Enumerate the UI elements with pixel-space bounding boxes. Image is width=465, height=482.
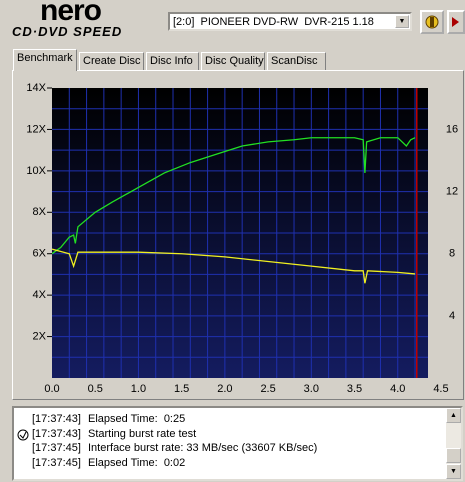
drive-select[interactable]: [2:0] PIONEER DVD-RW DVR-215 1.18 ▼ [168,12,412,31]
data-line [51,248,416,284]
y-tick-label: 14X [26,82,46,94]
y-tick-label: 8X [33,206,47,218]
y2-tick-label: 4 [449,310,455,322]
log-time: [17:37:45] [32,456,81,469]
y2-tick-label: 16 [446,123,458,135]
x-tick-label: 0.5 [88,383,103,395]
log-message: Starting burst rate test [88,427,197,440]
log-row: [17:37:43] Starting burst rate test [32,428,196,440]
log-time: [17:37:43] [32,413,81,425]
log-message: Interface burst rate: 33 MB/sec (33607 K… [88,442,318,454]
log-row: [17:37:43] Elapsed Time: 0:25 [32,413,185,425]
icon [452,17,459,27]
exit-button[interactable] [447,10,465,34]
x-tick-label: 4.5 [433,383,448,395]
x-tick-label: 2.0 [217,383,232,395]
icon [425,15,439,29]
y-tick-label: 2X [33,330,47,342]
scroll-up[interactable]: ▲ [446,408,461,423]
eject-button[interactable] [420,10,444,34]
y-tick-label: 10X [26,165,46,177]
log-message: Elapsed Time: 0:25 [88,413,186,425]
scroll-thumb[interactable] [446,448,461,463]
log-time: [17:37:45] [32,442,81,454]
tab[interactable]: Benchmark [13,49,77,71]
x-tick-label: 3.0 [304,383,319,395]
tab[interactable]: Create Disc [79,52,144,70]
y-tick-label: 12X [26,123,46,135]
data-line [51,137,416,255]
logo-subtitle: CD·DVD SPEED [12,24,123,39]
log-panel: [17:37:43] Elapsed Time: 0:25 [17:37:43] St… [12,406,463,481]
drive-label: [2:0] PIONEER DVD-RW DVR-215 1.18 [173,16,374,28]
x-tick-label: 2.5 [260,383,275,395]
y-tick-label: 6X [33,248,47,260]
scrollbar[interactable]: ▲ ▼ [446,408,461,479]
tab[interactable]: ScanDisc [267,52,326,70]
x-tick-label: 1.0 [131,383,146,395]
log-message: Elapsed Time: 0:02 [88,456,186,469]
logo: nero [40,0,102,27]
log-row: [17:37:45] Interface burst rate: 33 MB/se… [32,442,317,454]
log-row: [17:37:45] Elapsed Time: 0:02 [32,457,185,469]
y2-tick-label: 8 [449,248,455,260]
info-icon [17,429,29,441]
scroll-down[interactable]: ▼ [446,464,461,479]
tab[interactable]: Disc Quality [201,52,265,70]
x-tick-label: 1.5 [174,383,189,395]
log-time: [17:37:43] [32,427,81,440]
x-tick-label: 3.5 [347,383,362,395]
y2-tick-label: 12 [446,186,458,198]
x-tick-label: 4.0 [390,383,405,395]
y-tick-label: 4X [33,289,47,301]
tab[interactable]: Disc Info [146,52,199,70]
benchmark-panel [12,70,464,400]
x-tick-label: 0.0 [44,383,59,395]
chart: 2X 4X 6X 8X 10X 12X 14X 4 8 12 16 0.0 0.5 1.0 1.5 2.0 2.… [26,82,458,395]
dropdown-arrow[interactable]: ▼ [395,15,409,28]
